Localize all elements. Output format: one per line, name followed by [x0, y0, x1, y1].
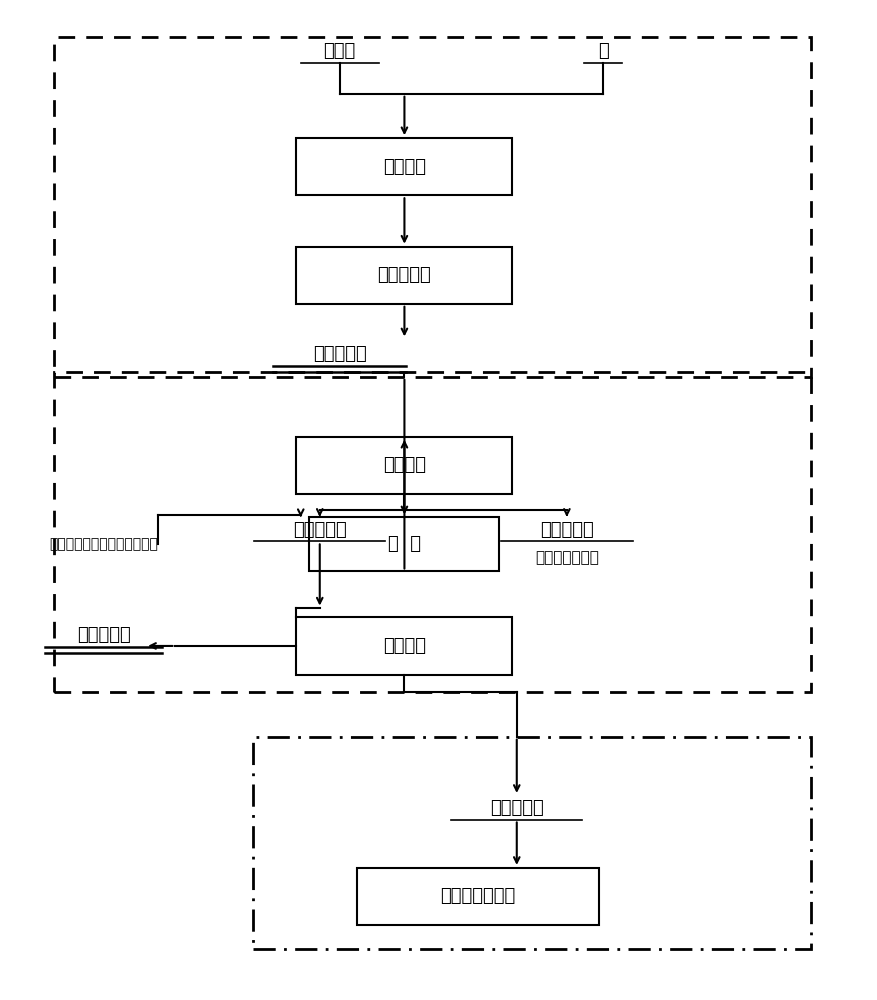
Text: （含重金属离子的工业废水）: （含重金属离子的工业废水） [49, 537, 158, 551]
Text: 解吸后溶液: 解吸后溶液 [489, 799, 543, 817]
Bar [296, 617, 512, 675]
Text: 回收重金属离子: 回收重金属离子 [439, 887, 515, 905]
Text: （无污染排放）: （无污染排放） [534, 550, 598, 565]
Text: 碱: 碱 [597, 42, 608, 60]
Text: 粉煤灰: 粉煤灰 [323, 42, 355, 60]
Bar [296, 437, 512, 494]
Bar [357, 868, 598, 925]
Text: 吸附后沸石: 吸附后沸石 [293, 521, 346, 539]
Text: 沉淀过滤: 沉淀过滤 [382, 456, 425, 474]
Text: 解吸再生: 解吸再生 [382, 637, 425, 655]
Bar [253, 737, 809, 949]
Bar [296, 247, 512, 304]
Bar [296, 138, 512, 195]
Text: 吸附后溶液: 吸附后溶液 [539, 521, 593, 539]
Bar [54, 37, 809, 377]
Text: 改性粉煤灰: 改性粉煤灰 [312, 345, 366, 363]
Text: 低温活化: 低温活化 [382, 158, 425, 176]
Text: 碱溶液活化: 碱溶液活化 [377, 266, 431, 284]
Bar [54, 372, 809, 692]
Bar [309, 517, 499, 571]
Text: 吸  附: 吸 附 [388, 535, 420, 553]
Text: 改性粉煤灰: 改性粉煤灰 [77, 626, 131, 644]
